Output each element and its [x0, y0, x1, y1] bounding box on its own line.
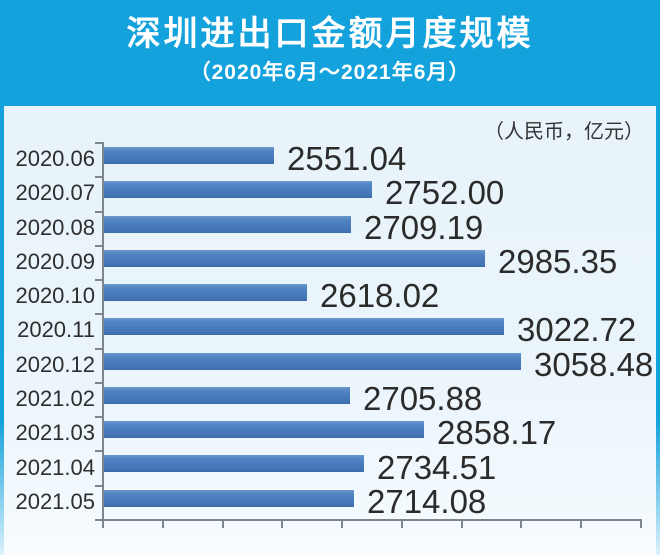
x-axis-line: [102, 519, 642, 521]
category-label: 2021.03: [15, 420, 95, 446]
category-label: 2021.05: [15, 488, 95, 514]
x-axis-tick: [580, 519, 582, 528]
y-axis-tick: [95, 176, 102, 178]
bar: [104, 353, 521, 370]
bar: [104, 250, 485, 267]
x-axis-tick: [640, 519, 642, 528]
unit-label: （人民币，亿元）: [484, 121, 644, 143]
bar: [104, 490, 354, 507]
category-label: 2020.09: [15, 248, 95, 274]
x-axis-tick: [102, 519, 104, 528]
y-axis-tick: [95, 211, 102, 213]
chart-subtitle: （2020年6月～2021年6月）: [189, 61, 471, 84]
category-label: 2020.11: [17, 317, 95, 343]
y-axis-tick: [95, 245, 102, 247]
value-label: 2714.08: [367, 482, 487, 520]
x-axis-tick: [401, 519, 403, 528]
y-axis-tick: [95, 382, 102, 384]
value-label: 2752.00: [385, 174, 505, 212]
value-label: 2618.02: [320, 277, 440, 315]
x-axis-tick: [162, 519, 164, 528]
value-label: 3058.48: [534, 345, 654, 383]
bar: [104, 284, 307, 301]
y-axis-tick: [95, 450, 102, 452]
y-axis-tick: [95, 416, 102, 418]
category-label: 2020.07: [15, 180, 95, 206]
frame-edge-right: [656, 106, 660, 555]
category-label: 2020.10: [15, 283, 95, 309]
x-axis-tick: [281, 519, 283, 528]
y-axis-tick: [95, 485, 102, 487]
category-label: 2021.02: [15, 386, 95, 412]
y-axis-tick: [95, 348, 102, 350]
y-axis-line: [102, 142, 104, 519]
x-axis-tick: [222, 519, 224, 528]
bar: [104, 455, 364, 472]
y-axis-tick: [95, 313, 102, 315]
bar: [104, 387, 350, 404]
title-banner: 深圳进出口金额月度规模 （2020年6月～2021年6月）: [0, 0, 660, 106]
x-axis-tick: [461, 519, 463, 528]
value-label: 2551.04: [287, 140, 407, 178]
bar: [104, 421, 424, 438]
value-label: 2709.19: [364, 208, 484, 246]
y-axis-tick: [95, 279, 102, 281]
y-axis-tick: [95, 519, 102, 521]
value-label: 2858.17: [437, 414, 557, 452]
category-label: 2021.04: [15, 454, 95, 480]
value-label: 2705.88: [363, 380, 483, 418]
category-label: 2020.08: [15, 214, 95, 240]
chart-title: 深圳进出口金额月度规模: [126, 15, 534, 53]
category-label: 2020.06: [15, 146, 95, 172]
value-label: 2734.51: [377, 448, 497, 486]
bar: [104, 147, 274, 164]
category-label: 2020.12: [15, 351, 95, 377]
bar: [104, 216, 351, 233]
bar: [104, 318, 504, 335]
bar: [104, 181, 372, 198]
value-label: 3022.72: [517, 311, 637, 349]
x-axis-tick: [520, 519, 522, 528]
frame-edge-left: [0, 106, 4, 555]
value-label: 2985.35: [498, 242, 618, 280]
y-axis-tick: [95, 142, 102, 144]
x-axis-tick: [341, 519, 343, 528]
